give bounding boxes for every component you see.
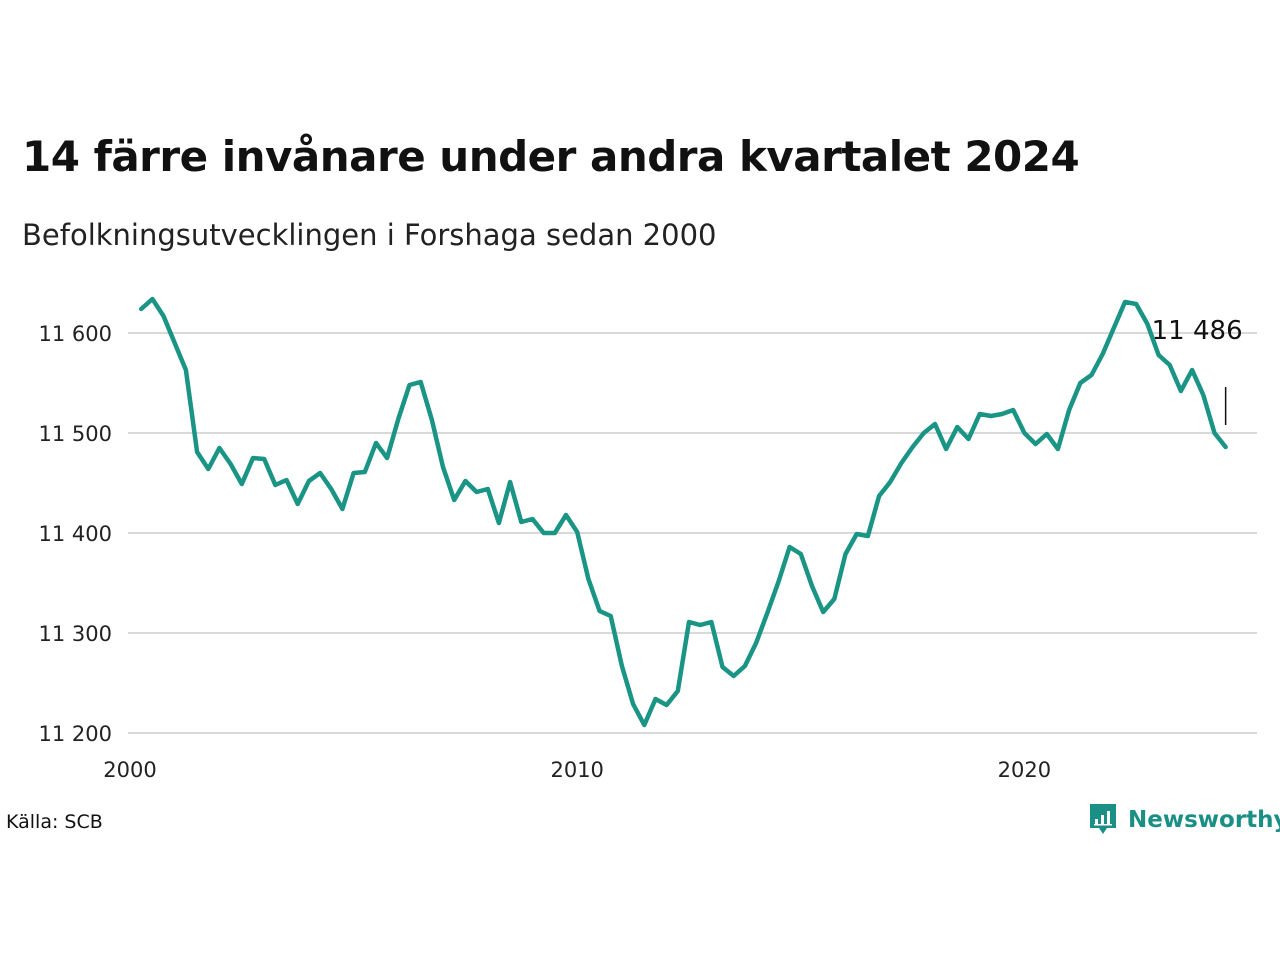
y-tick-label: 11 500: [39, 422, 112, 446]
series-line: [138, 296, 1228, 728]
x-tick-label: 2010: [550, 758, 603, 782]
y-tick-label: 11 400: [39, 522, 112, 546]
chart-subtitle: Befolkningsutvecklingen i Forshaga sedan…: [22, 218, 717, 252]
annotation-label: 11 486: [1152, 316, 1243, 346]
y-axis-labels: 11 200 11 300 11 400 11 500 11 600: [39, 322, 112, 746]
y-tick-label: 11 600: [39, 322, 112, 346]
y-tick-label: 11 200: [39, 722, 112, 746]
gridlines: [128, 332, 1257, 734]
series-group: [138, 296, 1228, 728]
x-tick-label: 2000: [103, 758, 156, 782]
x-axis-labels: 2000 2010 2020: [103, 758, 1051, 782]
x-tick-label: 2020: [998, 758, 1051, 782]
chart-title: 14 färre invånare under andra kvartalet …: [22, 132, 1080, 181]
source-label: Källa: SCB: [6, 811, 103, 833]
y-tick-label: 11 300: [39, 622, 112, 646]
brand-name: Newsworthy: [1128, 807, 1280, 833]
annotation-group: 11 486: [1152, 316, 1243, 425]
brand-logo: Newsworthy: [1088, 803, 1280, 837]
bar-chart-speech-bubble-icon: [1090, 804, 1116, 834]
